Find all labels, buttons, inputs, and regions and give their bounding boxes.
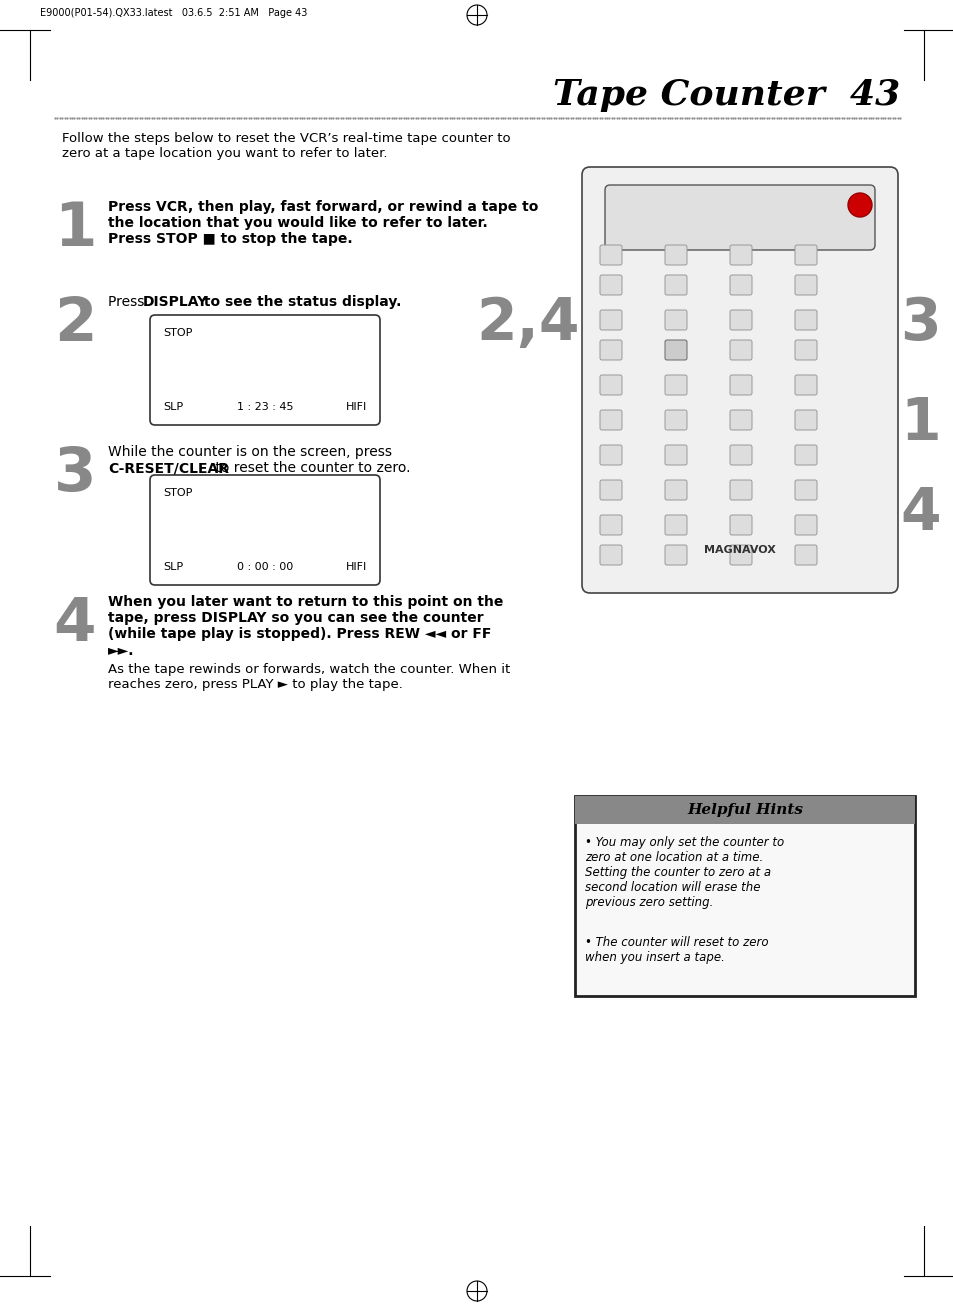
Text: MAGNAVOX: MAGNAVOX <box>703 545 775 555</box>
Text: Press: Press <box>108 295 149 310</box>
FancyBboxPatch shape <box>729 481 751 500</box>
FancyBboxPatch shape <box>599 445 621 465</box>
FancyBboxPatch shape <box>664 410 686 430</box>
FancyBboxPatch shape <box>664 481 686 500</box>
Text: 0 : 00 : 00: 0 : 00 : 00 <box>236 562 293 572</box>
FancyBboxPatch shape <box>599 246 621 265</box>
FancyBboxPatch shape <box>581 167 897 593</box>
Text: 1: 1 <box>53 200 96 259</box>
Text: 3: 3 <box>53 445 96 504</box>
FancyBboxPatch shape <box>794 515 816 535</box>
FancyBboxPatch shape <box>794 375 816 394</box>
Text: • The counter will reset to zero
when you insert a tape.: • The counter will reset to zero when yo… <box>584 936 768 964</box>
FancyBboxPatch shape <box>794 410 816 430</box>
Text: E9000(P01-54).QX33.latest   03.6.5  2:51 AM   Page 43: E9000(P01-54).QX33.latest 03.6.5 2:51 AM… <box>40 8 307 18</box>
FancyBboxPatch shape <box>729 276 751 295</box>
Text: DISPLAY: DISPLAY <box>143 295 208 310</box>
Text: STOP: STOP <box>163 488 193 498</box>
Text: SLP: SLP <box>163 402 183 411</box>
Text: 1: 1 <box>899 394 940 452</box>
Text: 3: 3 <box>899 295 940 353</box>
FancyBboxPatch shape <box>794 340 816 360</box>
Text: C-RESET/CLEAR: C-RESET/CLEAR <box>108 461 229 475</box>
FancyBboxPatch shape <box>599 410 621 430</box>
FancyBboxPatch shape <box>794 445 816 465</box>
Text: 2: 2 <box>53 295 96 354</box>
Text: HIFI: HIFI <box>345 402 367 411</box>
FancyBboxPatch shape <box>599 515 621 535</box>
FancyBboxPatch shape <box>729 246 751 265</box>
FancyBboxPatch shape <box>794 481 816 500</box>
FancyBboxPatch shape <box>664 375 686 394</box>
Text: HIFI: HIFI <box>345 562 367 572</box>
FancyBboxPatch shape <box>794 310 816 330</box>
FancyBboxPatch shape <box>729 410 751 430</box>
FancyBboxPatch shape <box>794 246 816 265</box>
FancyBboxPatch shape <box>729 515 751 535</box>
Text: As the tape rewinds or forwards, watch the counter. When it
reaches zero, press : As the tape rewinds or forwards, watch t… <box>108 663 510 691</box>
FancyBboxPatch shape <box>150 315 379 424</box>
FancyBboxPatch shape <box>729 340 751 360</box>
Bar <box>575 795 914 996</box>
Text: Helpful Hints: Helpful Hints <box>686 803 802 818</box>
FancyBboxPatch shape <box>729 445 751 465</box>
FancyBboxPatch shape <box>729 545 751 565</box>
Text: to see the status display.: to see the status display. <box>199 295 401 310</box>
FancyBboxPatch shape <box>794 276 816 295</box>
FancyBboxPatch shape <box>794 545 816 565</box>
Text: 2,4: 2,4 <box>476 295 579 353</box>
Text: to reset the counter to zero.: to reset the counter to zero. <box>211 461 410 475</box>
FancyBboxPatch shape <box>599 310 621 330</box>
FancyBboxPatch shape <box>729 375 751 394</box>
Text: Press VCR, then play, fast forward, or rewind a tape to
the location that you wo: Press VCR, then play, fast forward, or r… <box>108 200 537 247</box>
FancyBboxPatch shape <box>599 375 621 394</box>
FancyBboxPatch shape <box>150 475 379 585</box>
Text: While the counter is on the screen, press: While the counter is on the screen, pres… <box>108 445 392 458</box>
Text: Tape Counter  43: Tape Counter 43 <box>552 78 899 112</box>
FancyBboxPatch shape <box>604 185 874 249</box>
FancyBboxPatch shape <box>664 246 686 265</box>
Text: Follow the steps below to reset the VCR’s real-time tape counter to
zero at a ta: Follow the steps below to reset the VCR’… <box>62 132 510 161</box>
Circle shape <box>847 193 871 217</box>
Text: SLP: SLP <box>163 562 183 572</box>
FancyBboxPatch shape <box>599 276 621 295</box>
FancyBboxPatch shape <box>664 340 686 360</box>
FancyBboxPatch shape <box>664 445 686 465</box>
FancyBboxPatch shape <box>599 545 621 565</box>
FancyBboxPatch shape <box>599 481 621 500</box>
Text: 1 : 23 : 45: 1 : 23 : 45 <box>236 402 293 411</box>
FancyBboxPatch shape <box>664 515 686 535</box>
Text: • You may only set the counter to
zero at one location at a time.
Setting the co: • You may only set the counter to zero a… <box>584 836 783 909</box>
FancyBboxPatch shape <box>599 340 621 360</box>
FancyBboxPatch shape <box>664 276 686 295</box>
Text: 4: 4 <box>899 485 940 542</box>
FancyBboxPatch shape <box>729 310 751 330</box>
Text: STOP: STOP <box>163 328 193 338</box>
Bar <box>575 795 914 824</box>
FancyBboxPatch shape <box>664 545 686 565</box>
Text: When you later want to return to this point on the
tape, press DISPLAY so you ca: When you later want to return to this po… <box>108 596 503 658</box>
Text: 4: 4 <box>53 596 96 654</box>
FancyBboxPatch shape <box>664 310 686 330</box>
